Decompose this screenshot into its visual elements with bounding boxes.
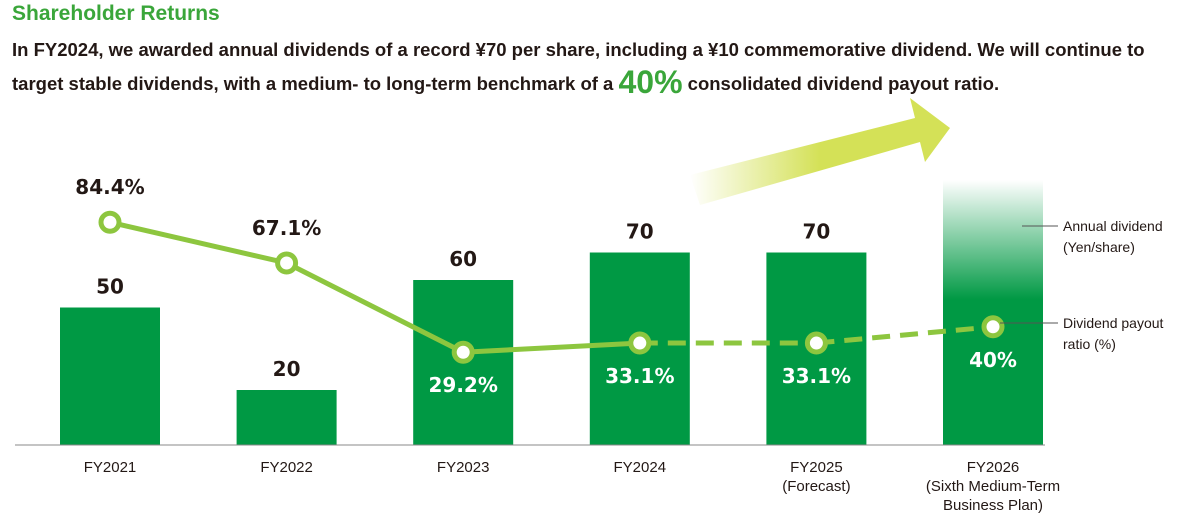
payout-point bbox=[451, 340, 475, 364]
x-tick-label: FY2023 bbox=[437, 459, 490, 476]
growth-arrow bbox=[690, 98, 950, 205]
payout-point bbox=[98, 210, 122, 234]
payout-label: 67.1% bbox=[252, 216, 321, 240]
bar bbox=[60, 307, 160, 445]
payout-point bbox=[275, 251, 299, 275]
payout-point bbox=[981, 315, 1005, 339]
x-tick-label: Business Plan) bbox=[943, 497, 1043, 514]
payout-highlight: 40% bbox=[618, 64, 683, 100]
x-tick-label: FY2025 bbox=[790, 459, 843, 476]
payout-label: 33.1% bbox=[782, 364, 851, 388]
legend-bar-label: (Yen/share) bbox=[1063, 239, 1135, 255]
x-tick-label: FY2022 bbox=[260, 459, 313, 476]
legend-bar-label: Annual dividend bbox=[1063, 218, 1163, 234]
intro-part: In FY2024, we awarded annual dividends o… bbox=[12, 39, 1145, 94]
section-title: Shareholder Returns bbox=[12, 2, 220, 25]
x-tick-label: (Sixth Medium-Term bbox=[926, 478, 1060, 495]
bar-value-label: 50 bbox=[96, 275, 124, 299]
bar-value-label: 20 bbox=[273, 357, 301, 381]
payout-label: 40% bbox=[969, 348, 1017, 372]
x-tick-label: (Forecast) bbox=[782, 478, 850, 495]
payout-line bbox=[285, 260, 465, 355]
intro-text: In FY2024, we awarded annual dividends o… bbox=[12, 34, 1192, 100]
bar-value-label: 70 bbox=[626, 220, 654, 244]
payout-point bbox=[804, 331, 828, 355]
payout-line bbox=[463, 340, 640, 355]
x-tick-label: FY2026 bbox=[967, 459, 1020, 476]
payout-line bbox=[109, 219, 288, 266]
x-tick-label: FY2024 bbox=[614, 459, 667, 476]
payout-label: 84.4% bbox=[75, 175, 144, 199]
payout-label: 33.1% bbox=[605, 364, 674, 388]
bar-value-label: 70 bbox=[802, 220, 830, 244]
payout-line-dashed bbox=[816, 324, 994, 346]
legend-line-label: ratio (%) bbox=[1063, 336, 1116, 352]
payout-label: 29.2% bbox=[429, 373, 498, 397]
legend-line-label: Dividend payout bbox=[1063, 315, 1164, 331]
bar bbox=[236, 390, 337, 445]
bar-target bbox=[943, 180, 1043, 445]
intro-part: consolidated dividend payout ratio. bbox=[682, 73, 1000, 94]
bar-value-label: 60 bbox=[449, 247, 477, 271]
x-tick-label: FY2021 bbox=[84, 459, 137, 476]
payout-point bbox=[628, 331, 652, 355]
